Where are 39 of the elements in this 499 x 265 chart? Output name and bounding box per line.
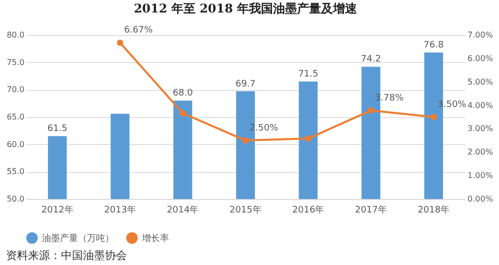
point xyxy=(242,137,249,144)
y2-tick-label: 2.00% xyxy=(468,148,494,157)
data-label: 71.5 xyxy=(298,69,318,80)
x-tick-label: 2014年 xyxy=(166,204,199,216)
point xyxy=(116,40,124,46)
y2-tick-label: 6.00% xyxy=(468,54,494,63)
y-tick-label: 65.0 xyxy=(6,112,24,122)
data-label: 69.7 xyxy=(235,79,256,90)
legend-label: 油墨产量（万吨） xyxy=(42,233,114,244)
x-tick-label: 2018年 xyxy=(418,204,450,216)
chart-title: 2012 年至 2018 年我国油墨产量及增速 xyxy=(134,2,358,16)
y-tick-label: 70.0 xyxy=(6,85,24,94)
point xyxy=(430,114,437,120)
data-label: 76.8 xyxy=(424,40,444,50)
y2-tick-label: 7.00% xyxy=(468,30,494,40)
y2-tick-label: 1.00% xyxy=(468,171,494,180)
point xyxy=(368,107,374,114)
legend-label: 增长率 xyxy=(141,233,169,244)
data-label: 74.2 xyxy=(360,54,381,65)
y-tick-label: 60.0 xyxy=(6,140,24,149)
y2-tick-label: 4.00% xyxy=(468,100,494,110)
x-tick-label: 2015年 xyxy=(230,204,262,216)
y-tick-label: 75.0 xyxy=(6,58,24,67)
x-tick-label: 2017年 xyxy=(354,204,387,216)
text: 资料来源：中国油墨协会 xyxy=(6,248,128,263)
y-tick-label: 55.0 xyxy=(6,167,24,176)
x-tick-label: 2012年 xyxy=(41,204,74,216)
data-label: 6.67% xyxy=(124,26,154,36)
y2-tick-label: 3.00% xyxy=(468,124,494,134)
x-tick-label: 2016年 xyxy=(292,204,324,216)
y-tick-label: 80.0 xyxy=(6,30,24,40)
y-tick-label: 50.0 xyxy=(6,194,24,204)
y2-tick-label: 0.00% xyxy=(468,194,494,204)
data-label: 68.0 xyxy=(172,88,194,99)
data-label: 61.5 xyxy=(47,124,68,134)
point xyxy=(305,135,312,142)
x-tick-label: 2013年 xyxy=(104,204,136,216)
point xyxy=(180,110,186,116)
y2-tick-label: 5.00% xyxy=(468,77,494,86)
